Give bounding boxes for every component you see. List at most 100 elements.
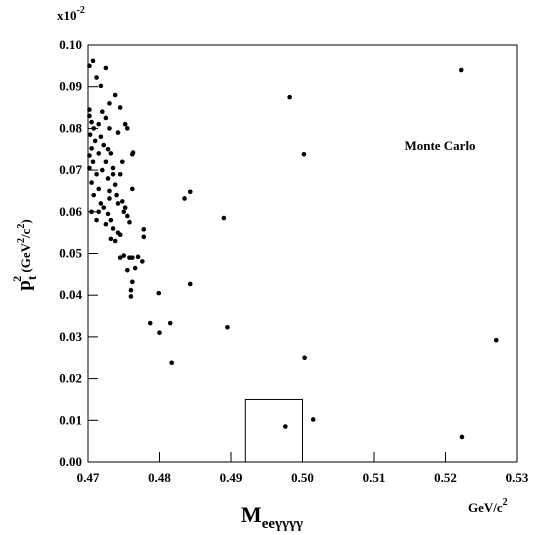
point <box>140 259 145 264</box>
point <box>125 267 130 273</box>
point <box>89 119 94 125</box>
y-tick-label: 0.04 <box>59 287 82 302</box>
point <box>130 151 135 157</box>
point <box>101 205 107 210</box>
point <box>112 92 118 98</box>
point <box>117 171 123 177</box>
y-axis-label: pt2 (GeV2/c2) <box>10 219 39 291</box>
signal-box <box>244 398 304 463</box>
point <box>117 232 123 238</box>
point <box>125 126 130 131</box>
y-multiplier-exp: -2 <box>77 5 85 16</box>
point <box>98 134 104 140</box>
point <box>98 201 104 206</box>
point <box>283 424 288 429</box>
point <box>115 130 121 135</box>
x-tick-label: 0.47 <box>77 470 100 485</box>
point <box>125 213 130 219</box>
point <box>89 180 94 185</box>
point <box>157 330 162 336</box>
point <box>110 171 116 177</box>
point <box>96 209 102 215</box>
y-label-unit-sup: 2 <box>16 224 27 229</box>
point <box>94 75 99 80</box>
point <box>105 176 111 181</box>
point <box>101 142 107 148</box>
point <box>112 182 118 187</box>
x-axis-label: Meeγγγγ <box>241 502 303 532</box>
y-tick-label: 0.07 <box>59 162 82 177</box>
y-multiplier-base: x10 <box>57 8 77 23</box>
point <box>301 151 307 157</box>
y-multiplier: x10-2 <box>57 5 85 23</box>
point <box>167 320 173 326</box>
point <box>122 121 128 127</box>
point <box>114 192 119 198</box>
point <box>107 126 112 131</box>
point <box>121 209 127 215</box>
point <box>187 281 193 287</box>
point <box>120 199 125 204</box>
y-tick-label: 0.06 <box>59 204 82 219</box>
point <box>221 215 227 221</box>
point <box>100 167 105 173</box>
point <box>115 201 121 206</box>
point <box>96 121 102 127</box>
y-tick-label: 0.09 <box>59 79 82 94</box>
point <box>117 255 123 260</box>
point <box>87 113 92 119</box>
point <box>90 159 96 165</box>
point <box>98 83 104 89</box>
point <box>169 360 174 366</box>
x-tick-label: 0.49 <box>220 470 243 485</box>
point <box>96 151 102 156</box>
y-label-unit: ) <box>18 219 33 223</box>
point <box>103 115 109 121</box>
point <box>156 290 162 296</box>
point <box>110 226 116 231</box>
point <box>94 217 99 223</box>
point <box>105 211 111 217</box>
y-label-unit: (GeV <box>18 242 33 275</box>
point <box>458 67 464 73</box>
y-tick-label: 0.10 <box>59 37 82 52</box>
point <box>87 63 92 69</box>
y-tick-label: 0.02 <box>59 371 82 386</box>
y-tick-label: 0.00 <box>59 454 82 469</box>
point <box>108 236 114 242</box>
x-tick-label: 0.53 <box>506 470 529 485</box>
y-label-unit: /c <box>18 228 33 239</box>
point <box>459 434 465 440</box>
point <box>141 234 147 240</box>
y-tick-label: 0.01 <box>59 412 82 427</box>
point <box>87 132 93 137</box>
point <box>108 217 114 223</box>
point <box>107 188 112 194</box>
point <box>89 209 94 215</box>
x-tick-label: 0.52 <box>434 470 457 485</box>
point <box>132 265 138 271</box>
point <box>103 159 109 165</box>
point <box>103 65 109 71</box>
point <box>91 192 97 198</box>
point <box>87 153 92 158</box>
point <box>122 205 128 210</box>
point <box>89 146 94 151</box>
point <box>87 107 92 112</box>
point <box>94 171 99 177</box>
point <box>107 196 112 201</box>
x-tick-label: 0.51 <box>363 470 386 485</box>
point <box>103 222 109 227</box>
x-unit-sup: 2 <box>503 497 508 508</box>
y-tick-label: 0.03 <box>59 329 82 344</box>
point <box>128 294 134 299</box>
point <box>302 355 307 361</box>
y-label-unit-sup: 2 <box>16 238 27 243</box>
x-unit-main: GeV/c <box>468 500 503 515</box>
point <box>105 146 111 152</box>
point <box>117 105 123 110</box>
point <box>87 165 92 171</box>
point <box>310 417 316 422</box>
point <box>130 186 135 192</box>
